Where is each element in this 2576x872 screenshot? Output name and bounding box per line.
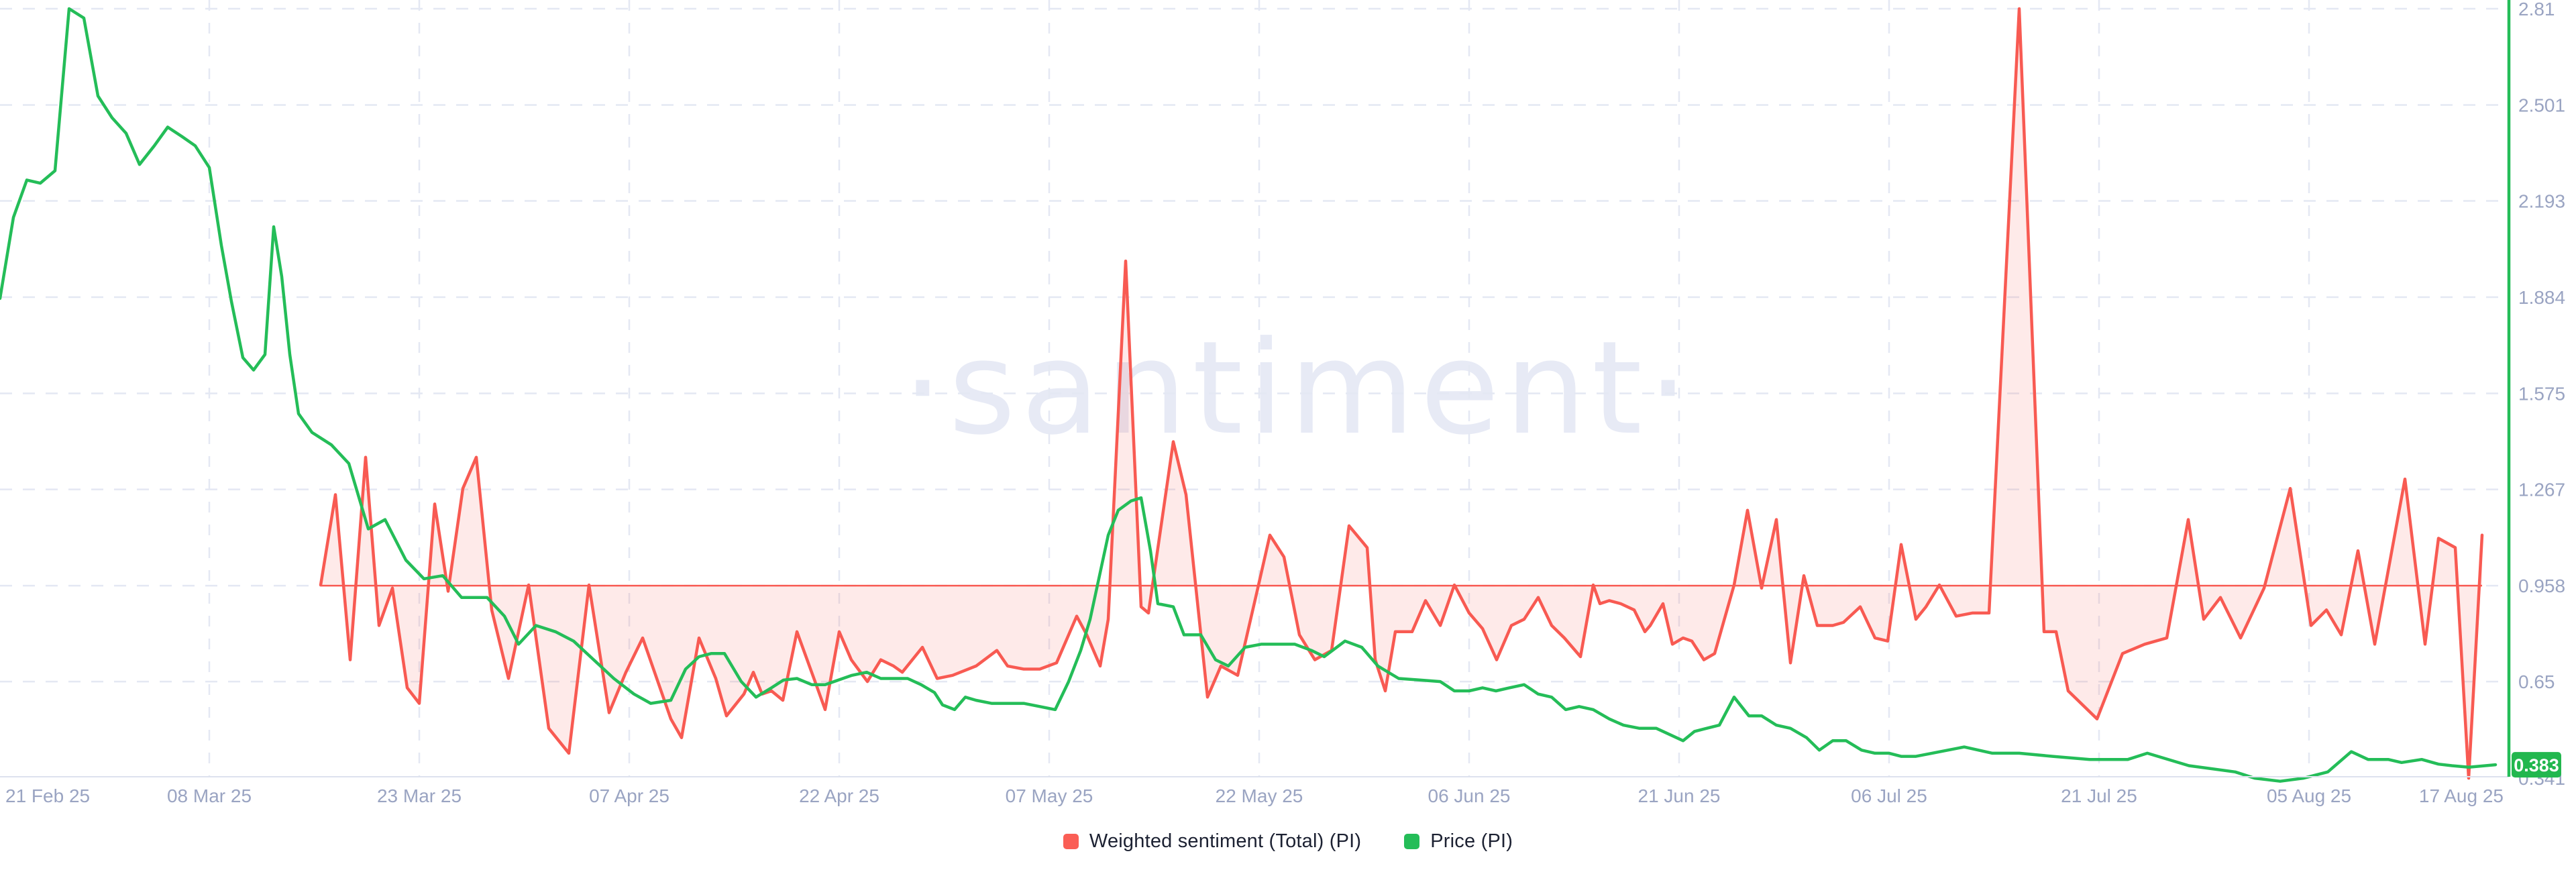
x-tick-label: 21 Jun 25 xyxy=(1638,785,1721,806)
x-tick-label: 21 Feb 25 xyxy=(5,785,90,806)
weighted-sentiment-legend-label: Weighted sentiment (Total) (PI) xyxy=(1089,830,1362,852)
x-tick-label: 05 Aug 25 xyxy=(2267,785,2351,806)
price-value-badge: 0.383 xyxy=(2512,752,2561,778)
badge-value: 0.383 xyxy=(2514,755,2559,775)
x-tick-label: 07 May 25 xyxy=(1006,785,1093,806)
legend: Weighted sentiment (Total) (PI) Price (P… xyxy=(0,830,2576,853)
vertical-gridlines xyxy=(208,0,2310,777)
x-tick-label: 21 Jul 25 xyxy=(2061,785,2137,806)
price-swatch-icon xyxy=(1404,834,1420,849)
y-axis-labels: 2.812.5012.1931.8841.5751.2670.9580.650.… xyxy=(2518,0,2565,789)
x-tick-label: 07 Apr 25 xyxy=(589,785,669,806)
y-tick-label: 0.65 xyxy=(2518,671,2555,692)
price-line xyxy=(0,7,2498,783)
price-legend-label: Price (PI) xyxy=(1430,830,1513,852)
x-axis-labels: 21 Feb 25 08 Mar 25 23 Mar 25 07 Apr 25 22 A… xyxy=(5,785,2504,806)
y-tick-label: 2.81 xyxy=(2518,0,2555,19)
badge-rect xyxy=(2512,752,2561,778)
y-tick-label: 0.958 xyxy=(2518,576,2565,596)
x-tick-label: 06 Jun 25 xyxy=(1428,785,1511,806)
santiment-watermark: ·santiment· xyxy=(902,314,1694,464)
y-tick-label: 1.884 xyxy=(2518,287,2565,308)
weighted-sentiment-line xyxy=(319,7,2484,780)
y-tick-label: 2.193 xyxy=(2518,191,2565,212)
weighted-sentiment-swatch-icon xyxy=(1063,834,1079,849)
legend-item-weighted-sentiment[interactable]: Weighted sentiment (Total) (PI) xyxy=(1063,830,1361,853)
legend-item-price[interactable]: Price (PI) xyxy=(1404,830,1513,853)
x-tick-label: 08 Mar 25 xyxy=(167,785,252,806)
x-tick-label: 17 Aug 25 xyxy=(2419,785,2504,806)
x-tick-label: 22 Apr 25 xyxy=(799,785,879,806)
y-tick-label: 1.575 xyxy=(2518,384,2565,404)
y-tick-label: 1.267 xyxy=(2518,480,2565,500)
x-tick-label: 06 Jul 25 xyxy=(1851,785,1927,806)
x-tick-label: 22 May 25 xyxy=(1216,785,1303,806)
y-tick-label: 2.501 xyxy=(2518,95,2565,115)
x-tick-label: 23 Mar 25 xyxy=(377,785,462,806)
